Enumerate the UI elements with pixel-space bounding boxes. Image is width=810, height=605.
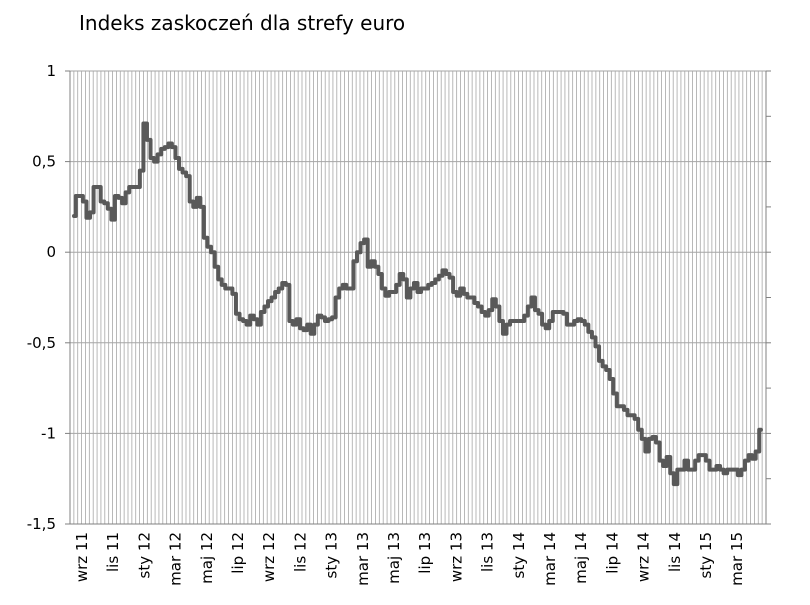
x-tick-label: sty 13 (323, 532, 341, 578)
x-tick-label: sty 12 (135, 532, 153, 578)
chart-axes (69, 70, 771, 525)
x-tick-label: lis 13 (479, 532, 497, 572)
y-tick-label: 0,5 (32, 153, 56, 171)
y-axis-ticks: 1 0,5 0 -0,5 -1 -1,5 (27, 62, 70, 533)
x-tick-label: maj 14 (572, 532, 590, 584)
x-tick-label: wrz 11 (73, 532, 91, 582)
x-tick-label: lis 11 (104, 532, 122, 572)
x-tick-label: mar 13 (354, 532, 372, 586)
y-tick-label: 1 (46, 62, 56, 80)
series-line (72, 121, 763, 487)
x-tick-label: lip 13 (416, 532, 434, 574)
chart-grid (70, 70, 767, 525)
x-tick-label: mar 14 (541, 532, 559, 586)
y-tick-label: -1,5 (27, 515, 56, 533)
x-tick-label: lip 14 (603, 532, 621, 574)
x-tick-label: wrz 14 (635, 532, 653, 582)
y-tick-label: -1 (41, 424, 56, 442)
x-tick-label: maj 12 (198, 532, 216, 584)
x-tick-label: sty 14 (510, 532, 528, 578)
x-axis-ticks: wrz 11 lis 11 sty 12 mar 12 maj 12 lip 12 wrz … (73, 532, 746, 586)
x-tick-label: wrz 12 (260, 532, 278, 582)
x-tick-label: mar 12 (167, 532, 185, 586)
series-layer (72, 121, 763, 487)
x-tick-label: lis 14 (666, 532, 684, 572)
x-tick-label: maj 13 (385, 532, 403, 584)
x-tick-label: wrz 13 (447, 532, 465, 582)
chart-title: Indeks zaskoczeń dla strefy euro (79, 11, 405, 35)
x-tick-label: mar 15 (728, 532, 746, 586)
y-tick-label: 0 (46, 243, 56, 261)
x-tick-label: sty 15 (697, 532, 715, 578)
x-tick-label: lip 12 (229, 532, 247, 574)
x-tick-label: lis 12 (291, 532, 309, 572)
y-tick-label: -0,5 (27, 334, 56, 352)
